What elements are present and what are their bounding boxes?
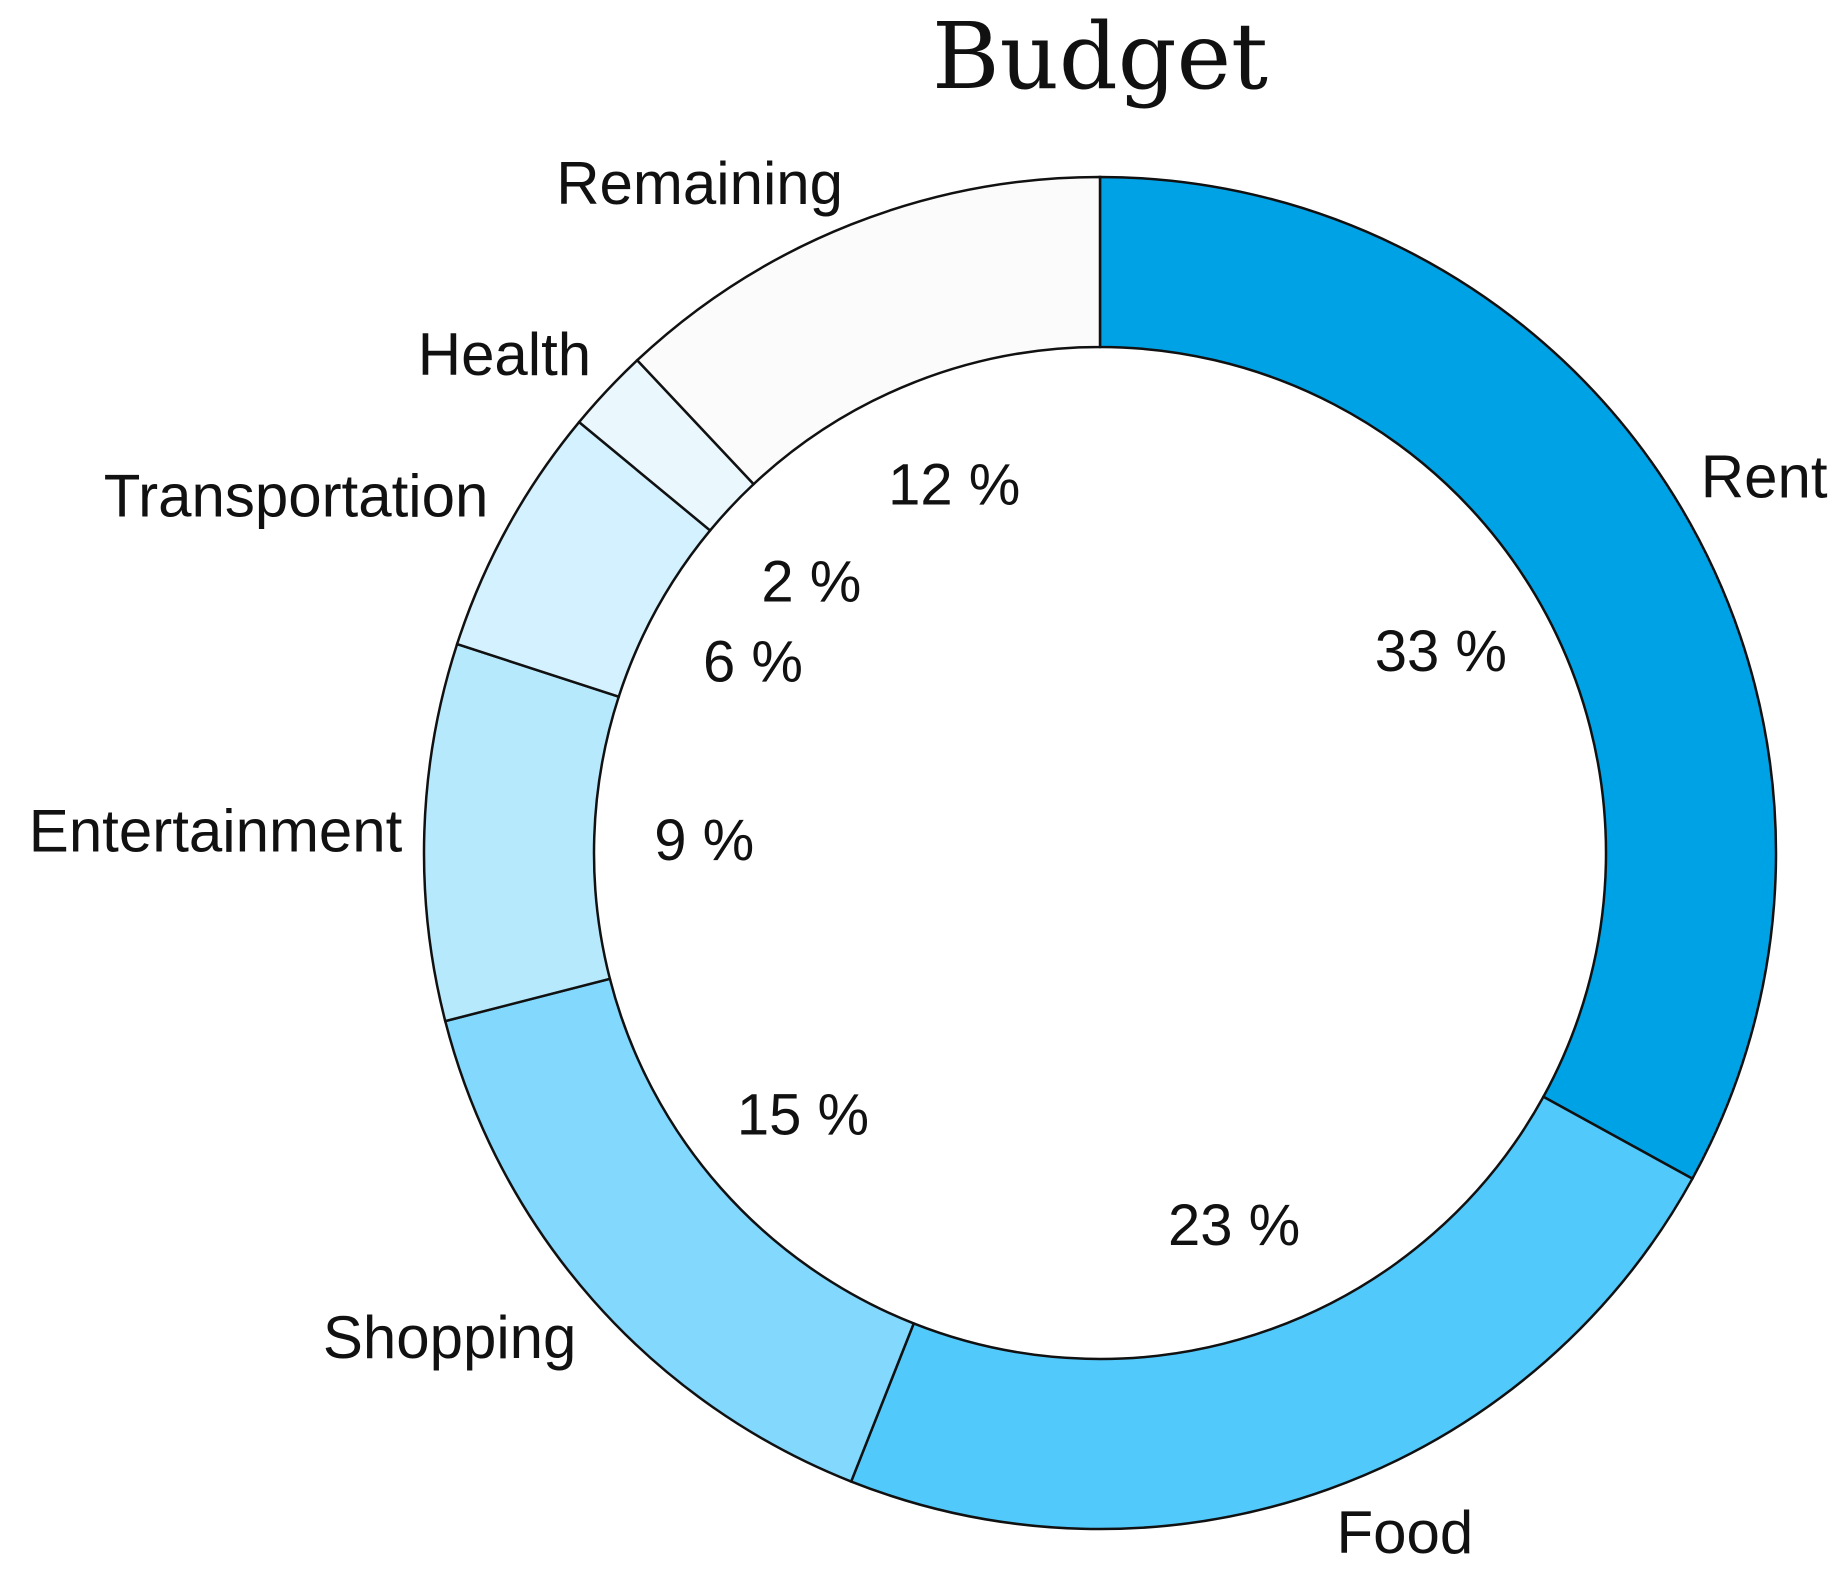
slice-entertainment [422,642,621,1023]
chart-title: Budget [932,3,1268,110]
category-label-shopping: Shopping [323,1304,577,1371]
category-label-remaining: Remaining [556,150,843,217]
slice-food [849,1095,1695,1531]
category-labels: Rent Food Shopping Entertainment Transportat… [29,150,1828,1566]
category-label-transportation: Transportation [104,463,489,530]
category-label-food: Food [1336,1499,1473,1566]
percent-label-rent: 33 % [1375,619,1507,684]
category-label-entertainment: Entertainment [29,798,403,865]
percent-labels: 33 % 23 % 15 % 9 % 6 % 2 % 12 % [654,452,1507,1258]
category-label-health: Health [418,321,591,388]
percent-label-shopping: 15 % [737,1082,869,1147]
slice-rent [1098,175,1778,1181]
category-label-rent: Rent [1701,444,1828,511]
percent-label-food: 23 % [1168,1193,1300,1258]
percent-label-health: 2 % [761,549,861,614]
percent-label-transportation: 6 % [703,630,803,695]
slice-shopping [443,977,916,1484]
donut-slices [422,175,1778,1531]
percent-label-entertainment: 9 % [654,808,754,873]
slice-remaining [635,175,1102,486]
percent-label-remaining: 12 % [888,452,1020,517]
